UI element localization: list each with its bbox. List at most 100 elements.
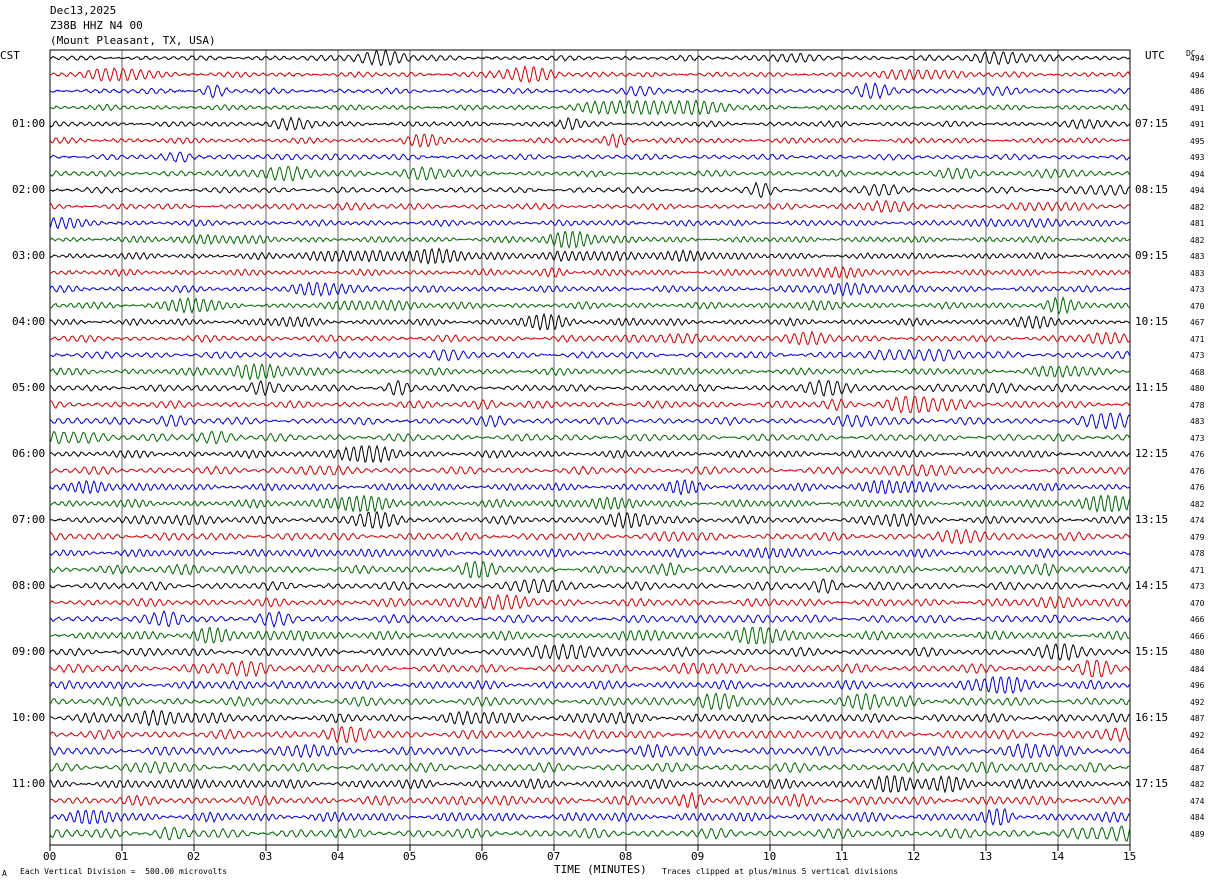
trace-2 [49,65,1131,83]
right-hour-label: 12:15 [1135,447,1169,460]
dc-offset-label: 466 [1190,615,1205,624]
dc-offset-label: 471 [1190,565,1205,575]
trace-35 [49,609,1131,629]
right-hour-label: 09:15 [1135,249,1169,262]
right-hour-label: 17:15 [1135,777,1169,790]
trace-13 [49,247,1131,265]
trace-3 [49,82,1131,100]
left-hour-label: 02:00 [12,183,46,196]
trace-29 [49,511,1131,530]
left-timezone-label: CST [0,49,20,62]
dc-offset-label: 476 [1190,466,1205,476]
trace-41 [49,709,1131,727]
dc-offset-label: 482 [1190,202,1205,212]
dc-offset-label: 480 [1190,648,1205,657]
dc-offset-label: 468 [1190,367,1205,377]
trace-24 [49,430,1131,445]
trace-38 [49,659,1131,678]
x-tick-label-13: 13 [979,850,993,863]
dc-offset-label: 492 [1190,697,1205,707]
trace-19 [49,348,1131,362]
grid-lines [49,49,1131,846]
trace-4 [49,99,1131,116]
trace-9 [49,181,1131,199]
trace-47 [49,808,1131,826]
dc-label: DC [1186,49,1196,58]
dc-offset-label: 478 [1190,549,1205,558]
x-tick-label-11: 11 [835,850,849,863]
right-timezone-label: UTC [1145,49,1165,62]
header-location: (Mount Pleasant, TX, USA) [50,34,216,47]
dc-offset-label: 487 [1190,763,1205,773]
trace-39 [49,675,1131,695]
dc-offset-label: 486 [1190,87,1205,96]
trace-48 [49,825,1131,842]
trace-26 [49,464,1131,477]
dc-offset-label: 473 [1190,285,1205,294]
dc-offset-label: 471 [1190,334,1205,344]
dc-offset-label: 474 [1190,796,1205,806]
dc-offset-label: 483 [1190,252,1205,261]
dc-offset-label: 489 [1190,829,1205,839]
x-tick-label-01: 01 [115,850,129,863]
trace-46 [49,791,1131,810]
trace-15 [49,281,1131,297]
dc-offset-label: 464 [1190,747,1205,756]
trace-40 [49,692,1131,711]
right-hour-label: 10:15 [1135,315,1169,328]
header-date: Dec13,2025 [50,4,117,17]
dc-offset-label: 476 [1190,483,1205,492]
right-hour-label: 16:15 [1135,711,1169,724]
trace-10 [49,199,1131,213]
dc-offset-label: 482 [1190,235,1205,245]
left-hour-label: 09:00 [12,645,46,658]
right-hour-label: 11:15 [1135,381,1169,394]
left-hour-label: 06:00 [12,447,46,460]
dc-offset-label: 476 [1190,450,1205,459]
trace-37 [49,642,1131,661]
dc-offset-label: 494 [1190,70,1205,80]
corner-mark: A [2,869,7,878]
dc-offset-label: 478 [1190,400,1205,410]
trace-34 [49,593,1131,611]
trace-31 [49,547,1131,560]
trace-21 [49,379,1131,397]
right-hour-label: 07:15 [1135,117,1169,130]
x-tick-label-10: 10 [763,850,777,863]
dc-offset-label: 482 [1190,780,1205,789]
trace-45 [49,774,1131,794]
trace-23 [49,412,1131,430]
dc-offset-label: 482 [1190,499,1205,509]
trace-11 [49,216,1131,230]
trace-20 [49,362,1131,381]
x-tick-label-09: 09 [691,850,705,863]
left-hour-label: 01:00 [12,117,46,130]
left-hour-label: 07:00 [12,513,46,526]
trace-16 [49,295,1131,315]
x-tick-label-14: 14 [1051,850,1065,863]
trace-30 [49,528,1131,545]
left-hour-label: 10:00 [12,711,46,724]
dc-offset-label: 483 [1190,268,1205,278]
right-hour-label: 13:15 [1135,513,1169,526]
dc-offset-label: 466 [1190,631,1205,641]
trace-25 [49,444,1131,464]
trace-32 [49,560,1131,579]
x-tick-label-12: 12 [907,850,921,863]
dc-offset-label: 470 [1190,301,1205,311]
left-hour-label: 04:00 [12,315,46,328]
x-tick-label-02: 02 [187,850,201,863]
left-hour-label: 03:00 [12,249,46,262]
dc-offset-label: 487 [1190,714,1205,723]
dc-offset-label: 481 [1190,219,1205,228]
trace-42 [49,725,1131,744]
right-hour-label: 15:15 [1135,645,1169,658]
trace-18 [49,330,1131,346]
trace-6 [49,133,1131,148]
dc-offset-label: 491 [1190,103,1205,113]
trace-lines [49,49,1131,842]
dc-offset-label: 495 [1190,136,1205,146]
dc-offset-label: 467 [1190,318,1205,327]
trace-8 [49,165,1131,182]
right-hour-label: 08:15 [1135,183,1169,196]
